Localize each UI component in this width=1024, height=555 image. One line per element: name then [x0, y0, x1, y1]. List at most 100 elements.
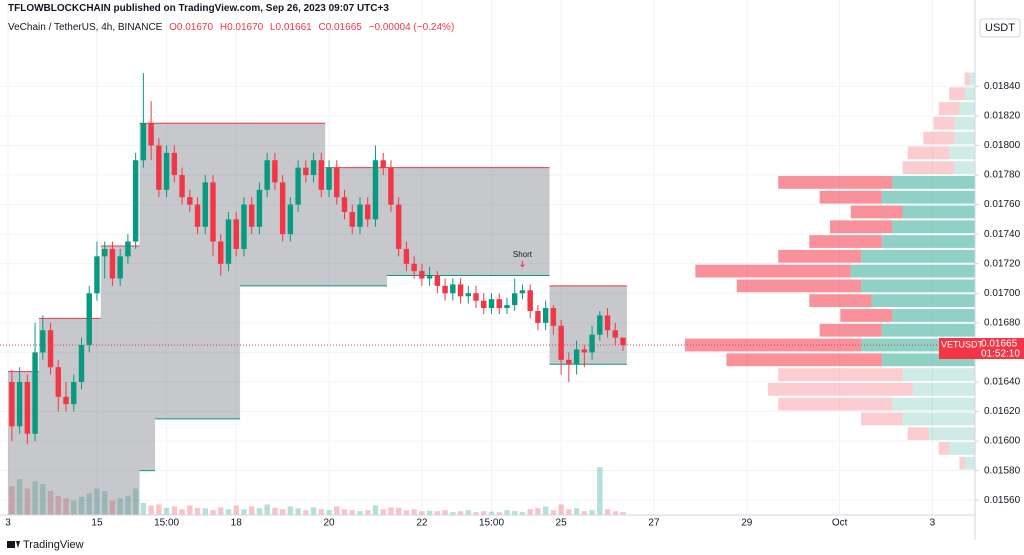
volume-bar [86, 493, 92, 515]
volume-bar [171, 506, 178, 515]
candle-body [32, 352, 38, 434]
profile-up [949, 146, 975, 160]
volume-bar [488, 511, 495, 515]
volume-bar [542, 506, 549, 515]
volume-bar [40, 483, 46, 515]
candle-body [94, 256, 100, 294]
profile-down [933, 116, 955, 130]
candle-body [426, 275, 433, 279]
price-tag-box [939, 338, 1024, 360]
title: VeChain / TetherUS, 4h, BINANCE [8, 22, 163, 33]
candle-body [372, 160, 379, 220]
price-tag-countdown: 01:52:10 [981, 349, 1020, 360]
profile-down [830, 220, 893, 234]
candle-body [589, 334, 595, 353]
volume-bar [117, 498, 123, 515]
x-tick-label: 29 [741, 518, 753, 529]
candle-body [241, 204, 247, 249]
candle-body [225, 219, 232, 264]
profile-up [954, 131, 975, 145]
candle-body [194, 204, 201, 227]
profile-up [881, 190, 975, 204]
candle-body [318, 160, 325, 190]
volume-bar [349, 510, 355, 515]
volume-bar [434, 511, 441, 515]
x-tick-label: 18 [231, 518, 243, 529]
annotation: Short [513, 250, 533, 259]
profile-up [881, 235, 975, 248]
volume-bar [395, 507, 402, 515]
volume-bar [32, 481, 38, 515]
candle-body [24, 381, 31, 434]
x-tick-label: 15:00 [479, 518, 504, 529]
y-tick-label: 0.01600 [984, 436, 1021, 447]
candle-body [109, 248, 116, 279]
profile-up [969, 72, 975, 86]
volume-bar [573, 508, 580, 515]
candle-body [620, 337, 626, 346]
volume [9, 467, 626, 515]
candle-body [419, 271, 425, 279]
volume-bar [264, 504, 270, 515]
volume-bar [334, 506, 340, 515]
volume-bar [163, 507, 170, 515]
candle-body [9, 381, 15, 427]
candle-body [287, 204, 294, 235]
candle-body [40, 330, 46, 353]
band-area [100, 245, 140, 515]
volume-bar [272, 507, 278, 515]
candle-body [481, 300, 487, 309]
candle-body [488, 299, 495, 309]
profile-down [938, 102, 960, 115]
volume-bar [256, 508, 263, 515]
volume-bar [16, 479, 23, 515]
x-tick-label: Oct [832, 518, 848, 529]
candle-body [272, 160, 278, 183]
candle-body [395, 204, 402, 249]
profile-down [809, 235, 882, 248]
profile-down [959, 456, 965, 470]
legend-close: C0.01665 [318, 22, 362, 33]
candle-body [496, 299, 502, 309]
candle-body [527, 290, 533, 312]
profile-down [819, 323, 882, 337]
volume-bar [248, 506, 255, 515]
legend-low: L0.01661 [270, 22, 312, 33]
legend: VeChain / TetherUS, 4h, BINANCE O0.01670… [8, 22, 458, 33]
volume-bar [24, 488, 31, 515]
candle-body [202, 182, 208, 227]
y-tick-label: 0.01580 [984, 465, 1021, 476]
y-tick-label: 0.01780 [984, 170, 1021, 181]
profile-up [928, 427, 975, 441]
candle-body [450, 284, 456, 294]
volume-bar [9, 486, 15, 515]
profile-up [902, 205, 975, 219]
candle-body [403, 248, 410, 264]
volume-bar [620, 512, 626, 515]
volume-bar [187, 505, 193, 515]
candle-body [365, 204, 371, 220]
profile-up [954, 161, 975, 175]
x-tick-label: 15:00 [154, 518, 179, 529]
candle-body [310, 160, 317, 176]
publisher: TFLOWBLOCKCHAIN published on TradingView… [8, 3, 389, 14]
volume-bar [388, 507, 394, 515]
currency-box [979, 18, 1021, 38]
candle-body [264, 160, 270, 190]
candle-body [357, 204, 363, 227]
volume-bar [450, 512, 456, 515]
volume-bar [233, 505, 239, 515]
profile-up [959, 102, 975, 115]
price-tag-symbol: VETUSDT [941, 339, 984, 349]
volume-bar [426, 510, 433, 515]
candle-body [457, 284, 464, 297]
volume-bar [473, 512, 479, 515]
candle-body [132, 160, 139, 242]
volume-bar [419, 511, 425, 515]
volume-bar [341, 509, 348, 515]
y-tick-label: 0.01720 [984, 258, 1021, 269]
y-tick-label: 0.01800 [984, 140, 1021, 151]
price-tag-value: 0.01665 [981, 339, 1018, 350]
profile-down [902, 161, 955, 175]
